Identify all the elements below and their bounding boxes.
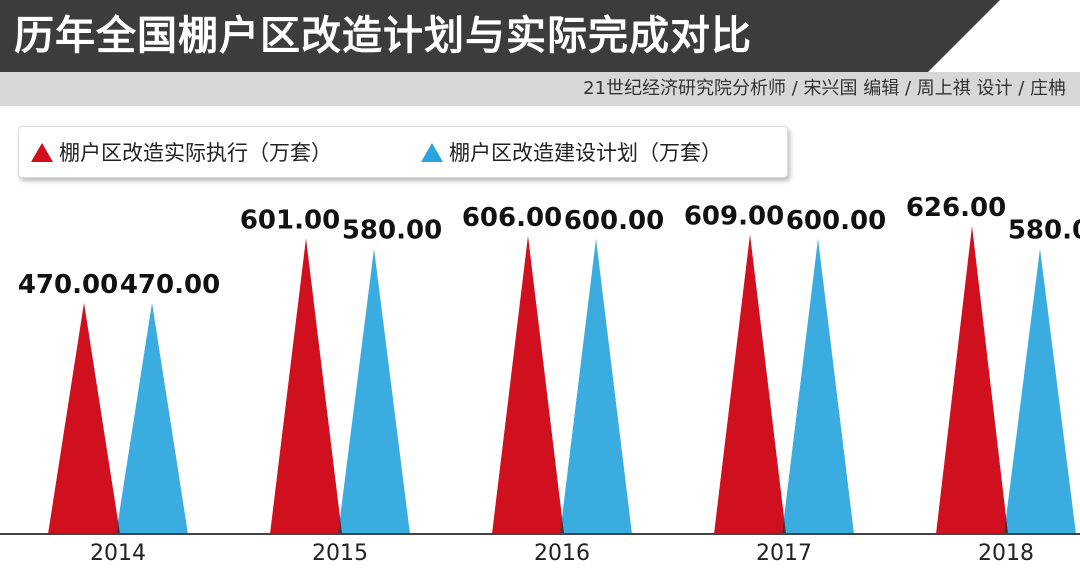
legend: 棚户区改造实际执行（万套） 棚户区改造建设计划（万套） (18, 126, 788, 178)
x-tick-label-2015: 2015 (312, 541, 368, 566)
data-label-plan-2017: 600.00 (786, 206, 886, 236)
data-label-plan-2014: 470.00 (120, 270, 220, 300)
legend-triangle-red-icon (31, 142, 53, 162)
data-label-actual-2018: 626.00 (906, 193, 1006, 223)
triangle-overlap-2016 (560, 517, 564, 534)
triangle-plan-2018 (1004, 248, 1076, 535)
triangle-overlap-2017 (782, 517, 786, 534)
data-label-actual-2015: 601.00 (240, 205, 340, 235)
x-tick-label-2014: 2014 (90, 541, 146, 566)
data-label-plan-2015: 580.00 (342, 216, 442, 246)
legend-item-plan: 棚户区改造建设计划（万套） (421, 127, 722, 177)
triangle-actual-2017 (714, 234, 786, 535)
title-bar: 历年全国棚户区改造计划与实际完成对比 (0, 0, 1080, 72)
triangle-actual-2014 (48, 302, 120, 534)
data-label-actual-2017: 609.00 (684, 201, 784, 231)
title-band (0, 0, 1000, 72)
triangle-overlap-2014 (116, 521, 120, 534)
legend-label-actual: 棚户区改造实际执行（万套） (59, 141, 332, 165)
triangle-actual-2015 (270, 238, 342, 534)
data-label-actual-2016: 606.00 (462, 203, 562, 233)
x-tick-label-2017: 2017 (756, 541, 812, 566)
legend-item-actual: 棚户区改造实际执行（万套） (31, 127, 332, 177)
chart-title: 历年全国棚户区改造计划与实际完成对比 (14, 13, 752, 59)
triangle-plan-2014 (116, 302, 188, 534)
triangle-plan-2015 (338, 248, 410, 535)
triangle-plan-2017 (782, 238, 854, 534)
data-label-actual-2014: 470.00 (18, 270, 118, 300)
triangle-actual-2016 (492, 235, 564, 534)
legend-triangle-blue-icon (421, 142, 443, 162)
credit-bar: 21世纪经济研究院分析师 / 宋兴国 编辑 / 周上祺 设计 / 庄柟 (0, 72, 1080, 106)
chart-marks (48, 226, 1076, 535)
data-label-plan-2018: 580.00 (1008, 216, 1080, 246)
x-tick-label-2016: 2016 (534, 541, 590, 566)
triangle-plan-2016 (560, 238, 632, 534)
triangle-overlap-2018 (1004, 516, 1008, 534)
data-label-plan-2016: 600.00 (564, 206, 664, 236)
legend-label-plan: 棚户区改造建设计划（万套） (449, 141, 722, 165)
x-tick-label-2018: 2018 (978, 541, 1034, 566)
triangle-overlap-2015 (338, 517, 342, 534)
triangle-actual-2018 (936, 226, 1008, 534)
credit-line: 21世纪经济研究院分析师 / 宋兴国 编辑 / 周上祺 设计 / 庄柟 (583, 78, 1066, 99)
title-band-shape (0, 0, 1000, 72)
